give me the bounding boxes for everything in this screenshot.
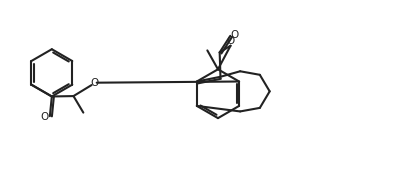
Text: O: O — [90, 78, 98, 88]
Text: O: O — [40, 112, 49, 122]
Text: O: O — [230, 30, 238, 40]
Text: O: O — [226, 36, 234, 46]
